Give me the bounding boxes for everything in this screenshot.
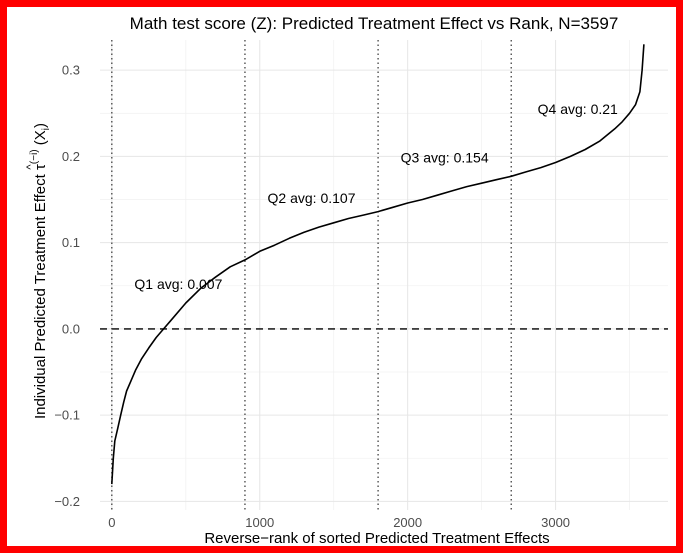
chart-title: Math test score (Z): Predicted Treatment… <box>130 14 619 33</box>
y-axis-title-hat: ^ <box>25 164 37 170</box>
series-layer <box>111 44 645 485</box>
y-tick-label: −0.2 <box>54 494 80 509</box>
y-axis-title-arg-subscript: i <box>41 128 52 130</box>
y-axis-title-arg-close: ) <box>32 123 49 128</box>
quartile-avg-annotation: Q3 avg: 0.154 <box>401 149 489 165</box>
y-tick-label: −0.1 <box>54 408 80 423</box>
y-tick-label: 0.2 <box>62 149 80 164</box>
y-axis-title-text: Individual Predicted Treatment Effect <box>32 170 49 419</box>
x-tick-label: 2000 <box>393 515 422 530</box>
y-axis-title: Individual Predicted Treatment Effect τ(… <box>25 123 52 419</box>
quartile-avg-annotation: Q1 avg: 0.007 <box>134 276 222 292</box>
y-tick-label: 0.0 <box>62 321 80 336</box>
svg-text:Individual Predicted Treatment: Individual Predicted Treatment Effect τ(… <box>29 123 52 419</box>
y-axis-title-arg: (X <box>32 130 49 149</box>
x-tick-label: 3000 <box>541 515 570 530</box>
x-tick-label: 0 <box>108 515 115 530</box>
quartile-avg-annotation: Q2 avg: 0.107 <box>268 190 356 206</box>
predicted-effect-line <box>111 44 645 485</box>
y-axis-title-tau: τ <box>32 164 49 170</box>
y-tick-label: 0.1 <box>62 235 80 250</box>
x-tick-label: 1000 <box>245 515 274 530</box>
y-axis-title-superscript: (−i) <box>29 149 40 164</box>
quartile-avg-annotation: Q4 avg: 0.21 <box>538 101 618 117</box>
reference-lines <box>100 40 668 510</box>
label-layer: 0 1000 2000 3000 −0.2 −0.1 0.0 0.1 0.2 0.3 Q1 avg:… <box>54 63 618 530</box>
x-axis-title: Reverse−rank of sorted Predicted Treatme… <box>204 530 549 547</box>
y-tick-label: 0.3 <box>62 63 80 78</box>
